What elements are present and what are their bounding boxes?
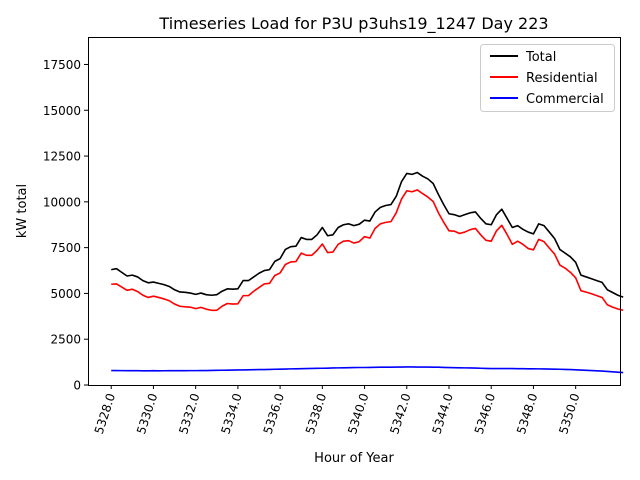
legend-label-residential: Residential: [526, 71, 598, 86]
y-axis-label: kW total: [15, 184, 30, 238]
x-tick-label: 5346.0: [472, 392, 498, 436]
legend-label-total: Total: [525, 50, 556, 65]
x-tick-label: 5348.0: [514, 392, 540, 436]
y-tick-label: 0: [73, 379, 81, 393]
series-line-commercial: [111, 366, 624, 374]
chart-title: Timeseries Load for P3U p3uhs19_1247 Day…: [158, 14, 548, 34]
y-tick-label: 15000: [43, 104, 81, 118]
y-ticks: 0 2500 5000 7500 10000 12500 15000 17500: [43, 58, 88, 393]
x-tick-label: 5336.0: [261, 392, 287, 436]
y-tick-label: 5000: [50, 287, 81, 301]
y-tick-label: 10000: [43, 195, 81, 209]
y-tick-label: 12500: [43, 150, 81, 164]
x-tick-label: 5328.0: [92, 392, 118, 436]
x-tick-label: 5332.0: [176, 392, 202, 436]
plot-frame: [88, 37, 621, 386]
y-tick-label: 17500: [43, 58, 81, 72]
x-tick-label: 5334.0: [218, 392, 244, 436]
x-tick-label: 5338.0: [303, 392, 329, 436]
series-line-residential: [111, 189, 624, 312]
x-tick-label: 5344.0: [430, 392, 456, 436]
x-ticks: 5328.0 5330.0 5332.0 5334.0 5336.0 5338.0 5340…: [92, 385, 583, 436]
x-tick-label: 5340.0: [345, 392, 371, 436]
y-tick-label: 7500: [50, 241, 81, 255]
x-axis-label: Hour of Year: [314, 451, 394, 466]
series-layer: [111, 171, 624, 374]
legend-box: [480, 44, 615, 112]
x-tick-label: 5342.0: [387, 392, 413, 436]
x-tick-label: 5350.0: [556, 392, 582, 436]
x-tick-label: 5330.0: [134, 392, 160, 436]
legend-label-commercial: Commercial: [526, 92, 604, 107]
series-line-total: [111, 171, 624, 298]
legend: Total Residential Commercial: [480, 44, 615, 112]
y-tick-label: 2500: [50, 333, 81, 347]
